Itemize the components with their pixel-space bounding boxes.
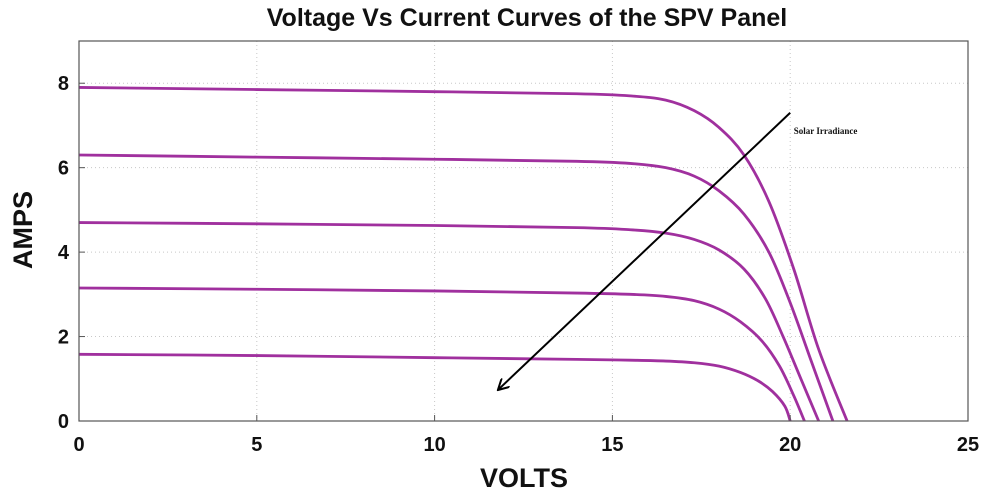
- x-tick-label-4: 20: [779, 434, 801, 456]
- x-tick-label-1: 5: [251, 434, 262, 456]
- x-tick-label-2: 10: [423, 434, 445, 456]
- x-tick-label-5: 25: [957, 434, 979, 456]
- plot-frame: [78, 40, 969, 422]
- irradiance-arrow: [499, 112, 791, 390]
- chart-title: Voltage Vs Current Curves of the SPV Pan…: [267, 4, 788, 32]
- series-group: [78, 86, 849, 422]
- y-tick-label-3: 6: [58, 158, 69, 180]
- grid: [79, 41, 968, 421]
- x-axis-label: VOLTS: [480, 463, 568, 493]
- y-tick-label-0: 0: [58, 411, 69, 433]
- iv-curve-5: [78, 352, 792, 422]
- tick-labels: 0 5 10 15 20 25 0 2 4 6 8: [58, 73, 979, 456]
- iv-curve-2: [78, 153, 835, 422]
- irradiance-annotation: Solar Irradiance: [794, 126, 858, 136]
- iv-curve-1: [78, 86, 849, 422]
- iv-curve-4: [78, 286, 806, 422]
- y-tick-label-1: 2: [58, 327, 69, 349]
- x-tick-label-3: 15: [601, 434, 623, 456]
- x-tick-label-0: 0: [73, 434, 84, 456]
- y-axis-label: AMPS: [8, 191, 38, 269]
- annotations: Solar Irradiance: [499, 112, 858, 390]
- iv-curve-3: [78, 221, 820, 422]
- y-tick-label-2: 4: [58, 242, 70, 264]
- y-tick-label-4: 8: [58, 73, 69, 95]
